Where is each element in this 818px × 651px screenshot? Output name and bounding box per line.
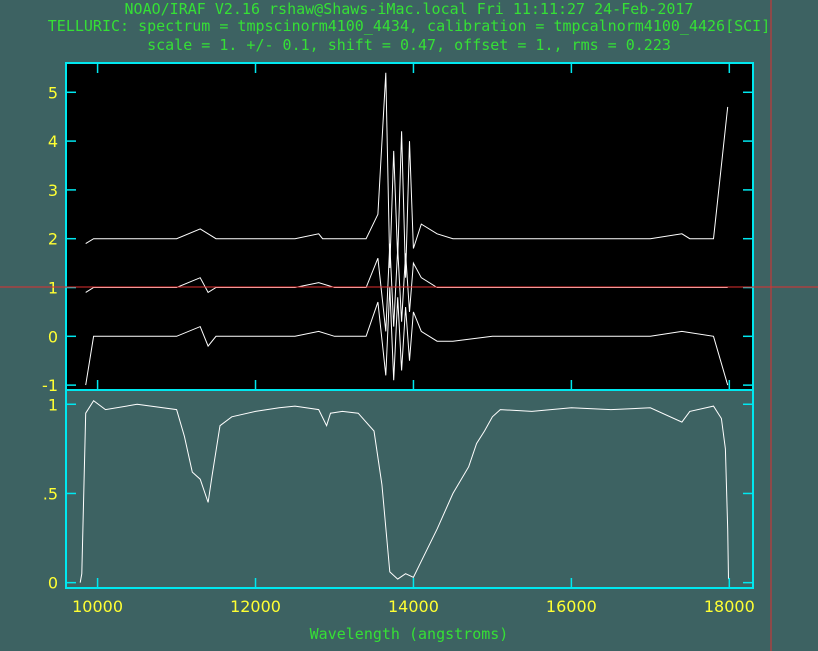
bottom-panel-series-0 — [79, 399, 729, 583]
bottom-panel-frame — [65, 389, 754, 589]
bottom-panel-series-group — [79, 399, 729, 583]
top-panel-ytick-label: 1 — [48, 279, 58, 298]
bottom-panel-ticks: 0 .5 1 10000 12000 14000 16000 18000 — [43, 395, 755, 616]
header-line-1: NOAO/IRAF V2.16 rshaw@Shaws-iMac.local F… — [125, 0, 694, 18]
top-panel-ytick-label: 4 — [48, 132, 58, 151]
bottom-panel-ytick-label: 1 — [48, 395, 58, 414]
top-panel-series-2 — [85, 287, 729, 386]
bottom-panel-ytick-label: .5 — [43, 484, 58, 503]
x-tick-label: 12000 — [230, 597, 281, 616]
top-panel-ytick-label: 2 — [48, 230, 58, 249]
x-tick-label: 18000 — [704, 597, 755, 616]
bottom-panel-ytick-label: 0 — [48, 574, 58, 593]
header-line-3: scale = 1. +/- 0.1, shift = 0.47, offset… — [147, 36, 671, 54]
top-panel-ytick-label: 3 — [48, 181, 58, 200]
x-tick-label: 16000 — [546, 597, 597, 616]
x-axis-label: Wavelength (angstroms) — [310, 625, 509, 643]
x-tick-label: 14000 — [388, 597, 439, 616]
top-panel-background — [66, 63, 753, 390]
top-panel-series-0 — [85, 72, 729, 278]
top-panel-ytick-label: -1 — [42, 376, 58, 395]
x-tick-label: 10000 — [72, 597, 123, 616]
top-panel-ytick-label: 0 — [48, 327, 58, 346]
top-panel-ticks: -1 0 1 2 3 4 5 — [42, 63, 753, 395]
top-panel-ytick-label: 5 — [48, 83, 58, 102]
header-line-2: TELLURIC: spectrum = tmpscinorm4100_4434… — [48, 17, 770, 35]
